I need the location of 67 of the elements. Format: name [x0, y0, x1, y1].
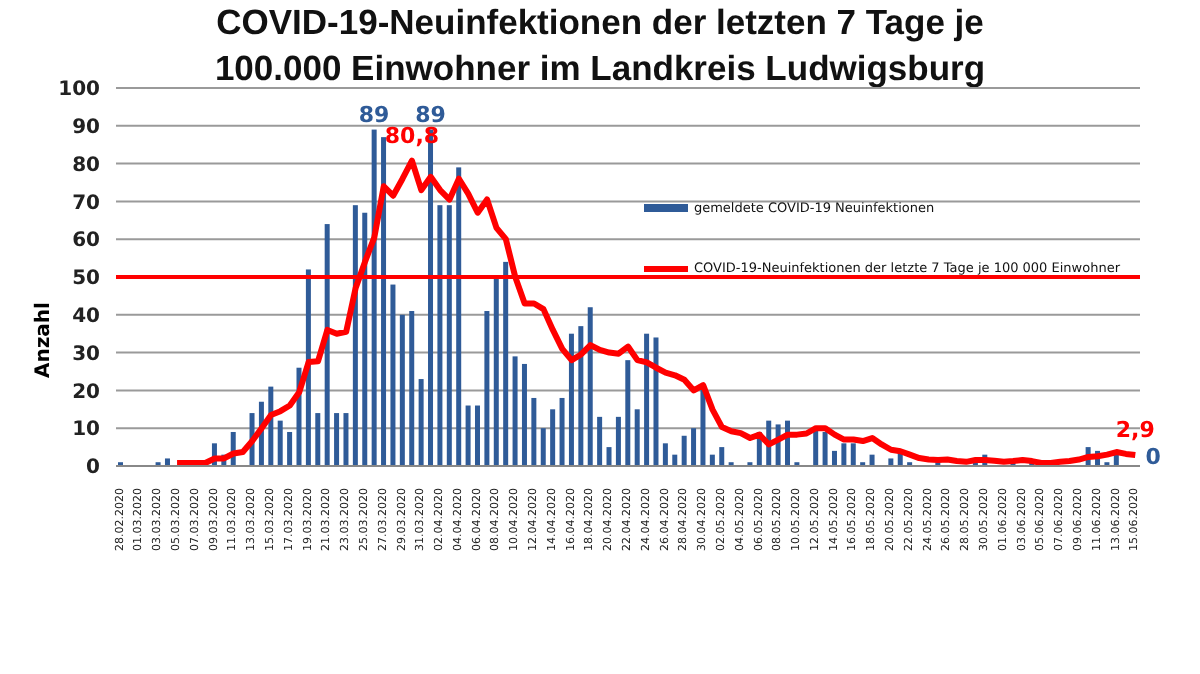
bar — [343, 413, 349, 466]
bar — [644, 333, 650, 466]
bar — [484, 311, 490, 466]
bar — [164, 458, 170, 466]
bar — [606, 447, 612, 466]
y-tick-label: 10 — [72, 419, 101, 442]
bar — [371, 129, 377, 466]
bar — [334, 413, 340, 466]
bar — [531, 397, 537, 466]
bar — [362, 212, 368, 466]
bar — [315, 413, 321, 466]
bar — [381, 137, 387, 466]
y-tick-label: 60 — [72, 230, 101, 253]
y-tick-label: 70 — [72, 192, 101, 215]
bar — [418, 379, 424, 466]
data-label: 2,9 — [1115, 417, 1155, 444]
bar — [305, 269, 311, 466]
bar — [446, 205, 452, 466]
bar — [888, 458, 894, 466]
data-label: 89 — [415, 101, 446, 128]
bar — [587, 307, 593, 466]
y-tick-label: 40 — [72, 305, 101, 328]
bar — [503, 261, 509, 466]
y-axis-title: Anzahl — [33, 302, 55, 378]
bar — [691, 428, 697, 466]
bar — [352, 205, 358, 466]
chart-title: COVID-19-Neuinfektionen der letzten 7 Tage je 100.000 Einwohner im Landkreis Ludwigsburg — [212, 0, 988, 92]
bar — [277, 420, 283, 466]
bar — [719, 447, 725, 466]
bar — [559, 397, 565, 466]
bar — [850, 443, 856, 466]
bar — [324, 224, 330, 466]
y-tick-label: 50 — [72, 268, 101, 291]
bar — [409, 311, 415, 466]
bar — [700, 386, 706, 466]
bar — [474, 405, 480, 466]
bar — [831, 450, 837, 466]
y-tick-label: 100 — [58, 79, 101, 102]
bar — [615, 416, 621, 466]
bar — [822, 431, 828, 466]
bar — [550, 409, 556, 466]
bar — [653, 337, 659, 466]
bar — [512, 356, 518, 466]
y-tick-label: 20 — [72, 381, 101, 404]
bar — [540, 428, 546, 466]
bar — [399, 314, 405, 466]
bar — [634, 409, 640, 466]
bar — [521, 363, 527, 466]
bar — [841, 443, 847, 466]
bar — [662, 443, 668, 466]
bar — [578, 326, 584, 466]
y-tick-label: 80 — [72, 154, 101, 177]
bar — [625, 360, 631, 466]
bar — [456, 167, 462, 466]
y-tick-label: 30 — [72, 343, 101, 366]
data-label: 0 — [1145, 444, 1162, 470]
bar — [597, 416, 603, 466]
data-label: 89 — [358, 101, 390, 128]
bar — [465, 405, 471, 466]
bar — [681, 435, 687, 466]
bar — [568, 333, 574, 466]
bar — [493, 277, 499, 466]
y-tick-label: 90 — [72, 116, 101, 139]
y-tick-label: 0 — [86, 457, 101, 480]
bar — [437, 205, 443, 466]
bar — [287, 431, 293, 466]
bar — [390, 284, 396, 466]
